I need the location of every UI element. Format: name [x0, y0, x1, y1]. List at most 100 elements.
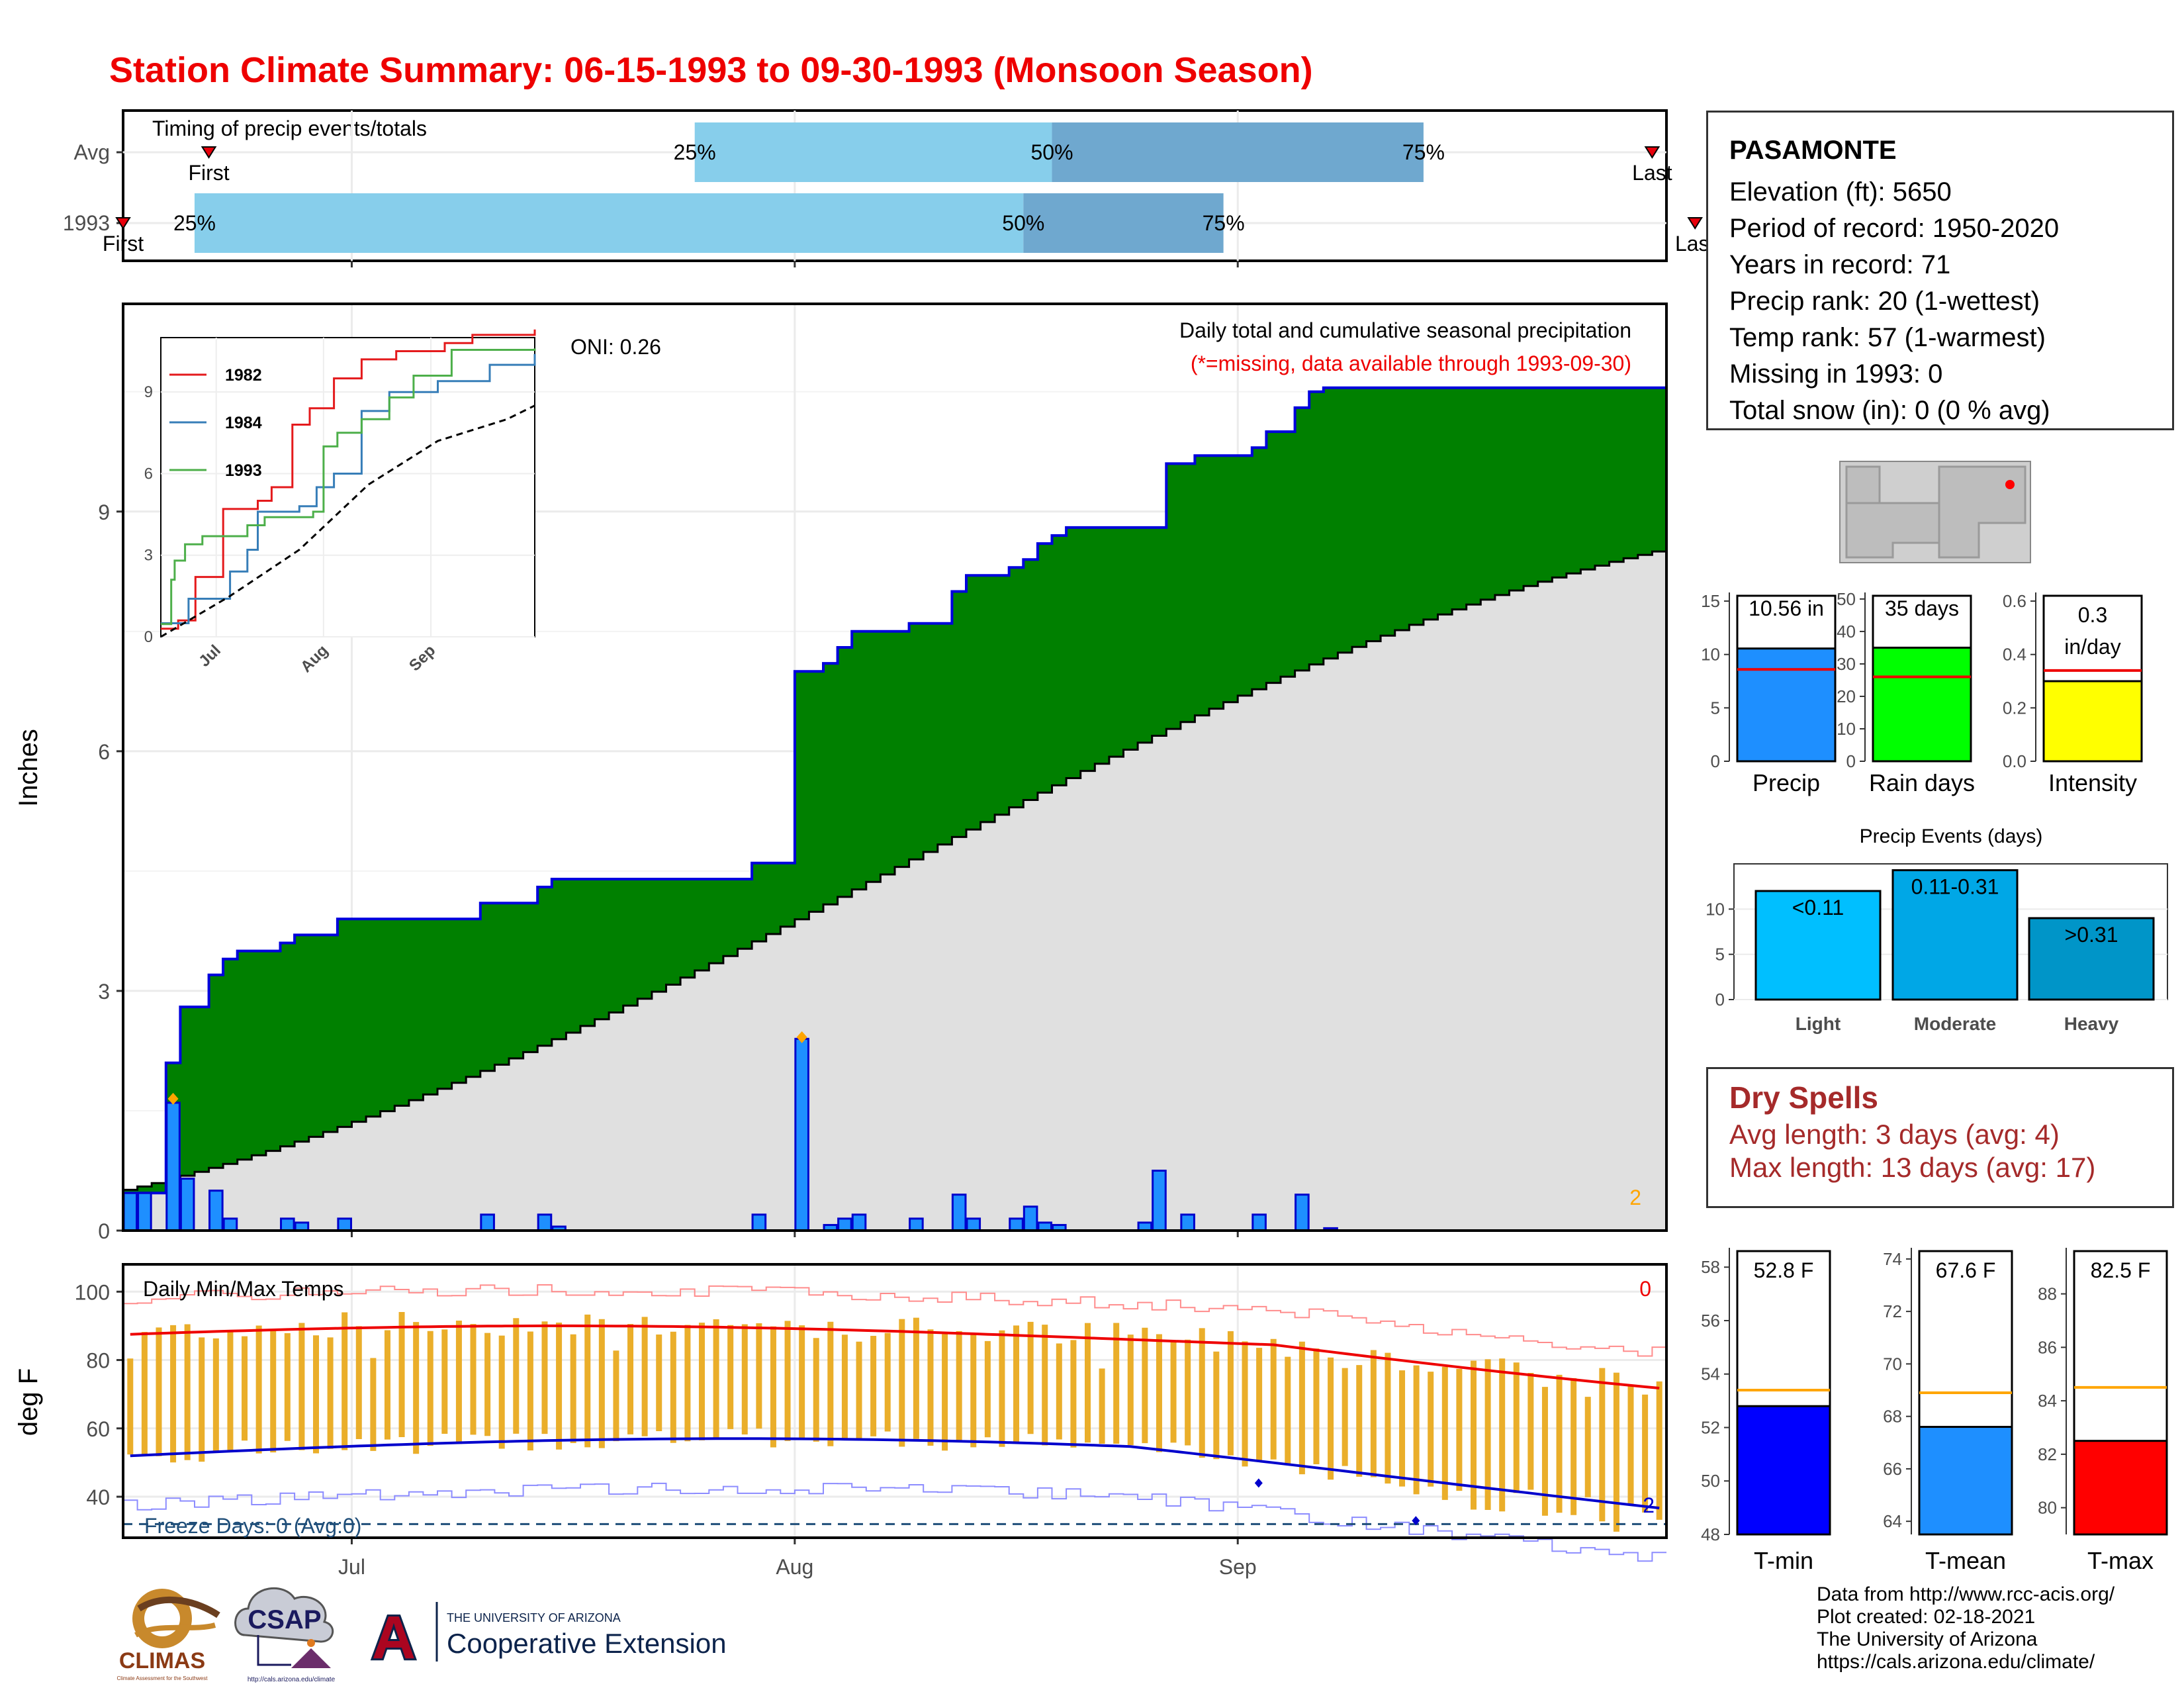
- temps-ytick-label: 100: [75, 1280, 110, 1304]
- summary-ytick-label: 30: [1837, 654, 1856, 674]
- inset-ytick-label: 9: [144, 383, 153, 401]
- temp-bar-ytick-label: 80: [2038, 1498, 2057, 1518]
- location-map: [1839, 461, 2031, 563]
- summary-bar-intensity: [2042, 680, 2143, 763]
- precip-corner-note: 2: [1629, 1186, 1641, 1209]
- temps-ytick-label: 60: [86, 1417, 110, 1441]
- daily-precip-bar: [837, 1217, 852, 1232]
- temp-bar-ytick-label: 68: [1883, 1407, 1902, 1427]
- events-bar-moderate: [1891, 869, 2019, 1001]
- events-ytick-label: 0: [1715, 990, 1725, 1009]
- precip-panel: 0 3 6 9 Jul Aug Sep Daily total and cumulative…: [14, 303, 1668, 1579]
- daily-max-marker: [167, 1092, 179, 1105]
- temp-bar-label: T-min: [1754, 1547, 1813, 1574]
- precip-events-chart: Precip Events (days) 0 5 10 <0.11 Light 0.11-…: [1706, 825, 2168, 1034]
- summary-ytick-label: 40: [1837, 622, 1856, 641]
- events-ytick-label: 5: [1715, 945, 1725, 964]
- temp-bar-value-label: 82.5 F: [2091, 1258, 2151, 1282]
- station-elevation: Elevation (ft): 5650: [1729, 177, 1952, 207]
- station-name: PASAMONTE: [1729, 136, 1897, 165]
- events-category-label: Light: [1796, 1013, 1841, 1034]
- events-title: Precip Events (days): [1860, 825, 2043, 847]
- temp-bar-ytick-label: 84: [2038, 1391, 2057, 1411]
- temp-bar-t-mean: [1918, 1426, 2013, 1536]
- inset-legend-label: 1982: [225, 366, 262, 385]
- csap-logo-text: CSAP: [248, 1605, 321, 1634]
- daily-precip-bar: [851, 1213, 867, 1232]
- summary-ytick-label: 0.2: [2003, 698, 2026, 718]
- temps-corner-blue: 2: [1643, 1493, 1655, 1517]
- summary-ytick-label: 10: [1701, 645, 1720, 665]
- events-ytick-label: 10: [1706, 899, 1725, 919]
- daily-precip-bar: [909, 1217, 924, 1232]
- daily-max-marker: [796, 1031, 807, 1043]
- summary-ytick-label: 10: [1837, 719, 1856, 739]
- month-axis-label: Aug: [776, 1555, 813, 1579]
- temp-bar-label: T-max: [2087, 1547, 2154, 1574]
- summary-ytick-label: 0: [1846, 751, 1856, 771]
- ua-name-text: THE UNIVERSITY OF ARIZONA: [447, 1611, 621, 1624]
- inset-legend-label: 1984: [225, 414, 262, 432]
- cooperative-extension-text: Cooperative Extension: [447, 1628, 727, 1659]
- daily-precip-bar: [165, 1102, 181, 1232]
- summary-value-label: 10.56 in: [1749, 596, 1824, 620]
- daily-precip-bar: [1180, 1213, 1195, 1232]
- timing-q2-bar: [1052, 122, 1424, 182]
- inset-legend-label: 1993: [225, 461, 262, 480]
- freeze-days-label: Freeze Days: 0 (Avg:0): [144, 1514, 361, 1538]
- summary-bar-label: Precip: [1752, 769, 1820, 796]
- credit-data-source: Data from http://www.rcc-acis.org/: [1817, 1583, 2115, 1605]
- daily-precip-bar: [1295, 1194, 1310, 1232]
- temps-ytick-label: 80: [86, 1349, 110, 1373]
- summary-ytick-label: 20: [1837, 686, 1856, 706]
- station-period: Period of record: 1950-2020: [1729, 214, 2060, 243]
- station-total-snow: Total snow (in): 0 (0 % avg): [1729, 396, 2050, 425]
- summary-bar-rain-days: [1872, 646, 1972, 763]
- inset-series-1984: [161, 353, 536, 624]
- temp-bar-label: T-mean: [1925, 1547, 2006, 1574]
- summary-ytick-label: 5: [1711, 698, 1720, 718]
- summary-ytick-label: 50: [1837, 589, 1856, 609]
- precip-subtitle: (*=missing, data available through 1993-…: [1191, 352, 1631, 375]
- credit-university: The University of Arizona: [1817, 1628, 2038, 1650]
- dry-spells-avg: Avg length: 3 days (avg: 4): [1729, 1119, 2060, 1150]
- daily-precip-bar: [208, 1190, 224, 1232]
- summary-bar-label: Intensity: [2048, 769, 2137, 796]
- dry-spells-box: Dry Spells Avg length: 3 days (avg: 4) M…: [1706, 1067, 2174, 1208]
- temps-panel: 40 60 80 100 Daily Min/Max Temps 0 2 Freeze…: [14, 1263, 1668, 1562]
- temp-bar-value-label: 67.6 F: [1936, 1258, 1996, 1282]
- record-high-line: [123, 1284, 1666, 1357]
- summary-ytick-label: 0: [1711, 751, 1720, 771]
- temp-bar-ytick-label: 56: [1701, 1311, 1720, 1331]
- daily-precip-bar: [480, 1213, 495, 1232]
- temp-bar-value-label: 52.8 F: [1754, 1258, 1814, 1282]
- station-info-box: PASAMONTE Elevation (ft): 5650 Period of…: [1706, 111, 2174, 430]
- summary-bars: 0 5 10 15 10.56 in Precip 0 10 20 30 40 50 35 days Ra…: [1701, 589, 2143, 796]
- cumulative-1993-line: [123, 386, 1666, 1195]
- temp-bar-t-max: [2073, 1440, 2168, 1536]
- summary-value-label: in/day: [2064, 635, 2120, 659]
- summary-ytick-label: 0.0: [2003, 751, 2026, 771]
- temps-ytick-label: 40: [86, 1485, 110, 1509]
- daily-precip-bar: [537, 1213, 553, 1232]
- summary-value-label: 0.3: [2078, 603, 2107, 627]
- daily-precip-bar: [951, 1194, 967, 1232]
- events-category-label: Moderate: [1914, 1013, 1996, 1034]
- daily-precip-bar: [1009, 1217, 1024, 1232]
- timing-event-marker: [1687, 217, 1703, 230]
- summary-bar-precip: [1736, 647, 1837, 763]
- events-category-label: Heavy: [2064, 1013, 2119, 1034]
- inset-ytick-label: 0: [144, 628, 153, 646]
- ua-cooperative-extension-logo: A THE UNIVERSITY OF ARIZONA Cooperative …: [370, 1602, 727, 1673]
- precip-ytick-label: 9: [98, 500, 110, 524]
- timing-row-label: 1993: [63, 211, 110, 235]
- timing-percentile-label: 75%: [1402, 140, 1445, 164]
- daily-precip-bar: [751, 1213, 767, 1232]
- temp-bar-ytick-label: 70: [1883, 1354, 1902, 1374]
- inset-frame: [160, 337, 535, 637]
- daily-precip-bar: [1023, 1205, 1038, 1232]
- daily-precip-bar: [966, 1217, 981, 1232]
- temp-bar-ytick-label: 48: [1701, 1524, 1720, 1544]
- temps-corner-red: 0: [1639, 1277, 1651, 1301]
